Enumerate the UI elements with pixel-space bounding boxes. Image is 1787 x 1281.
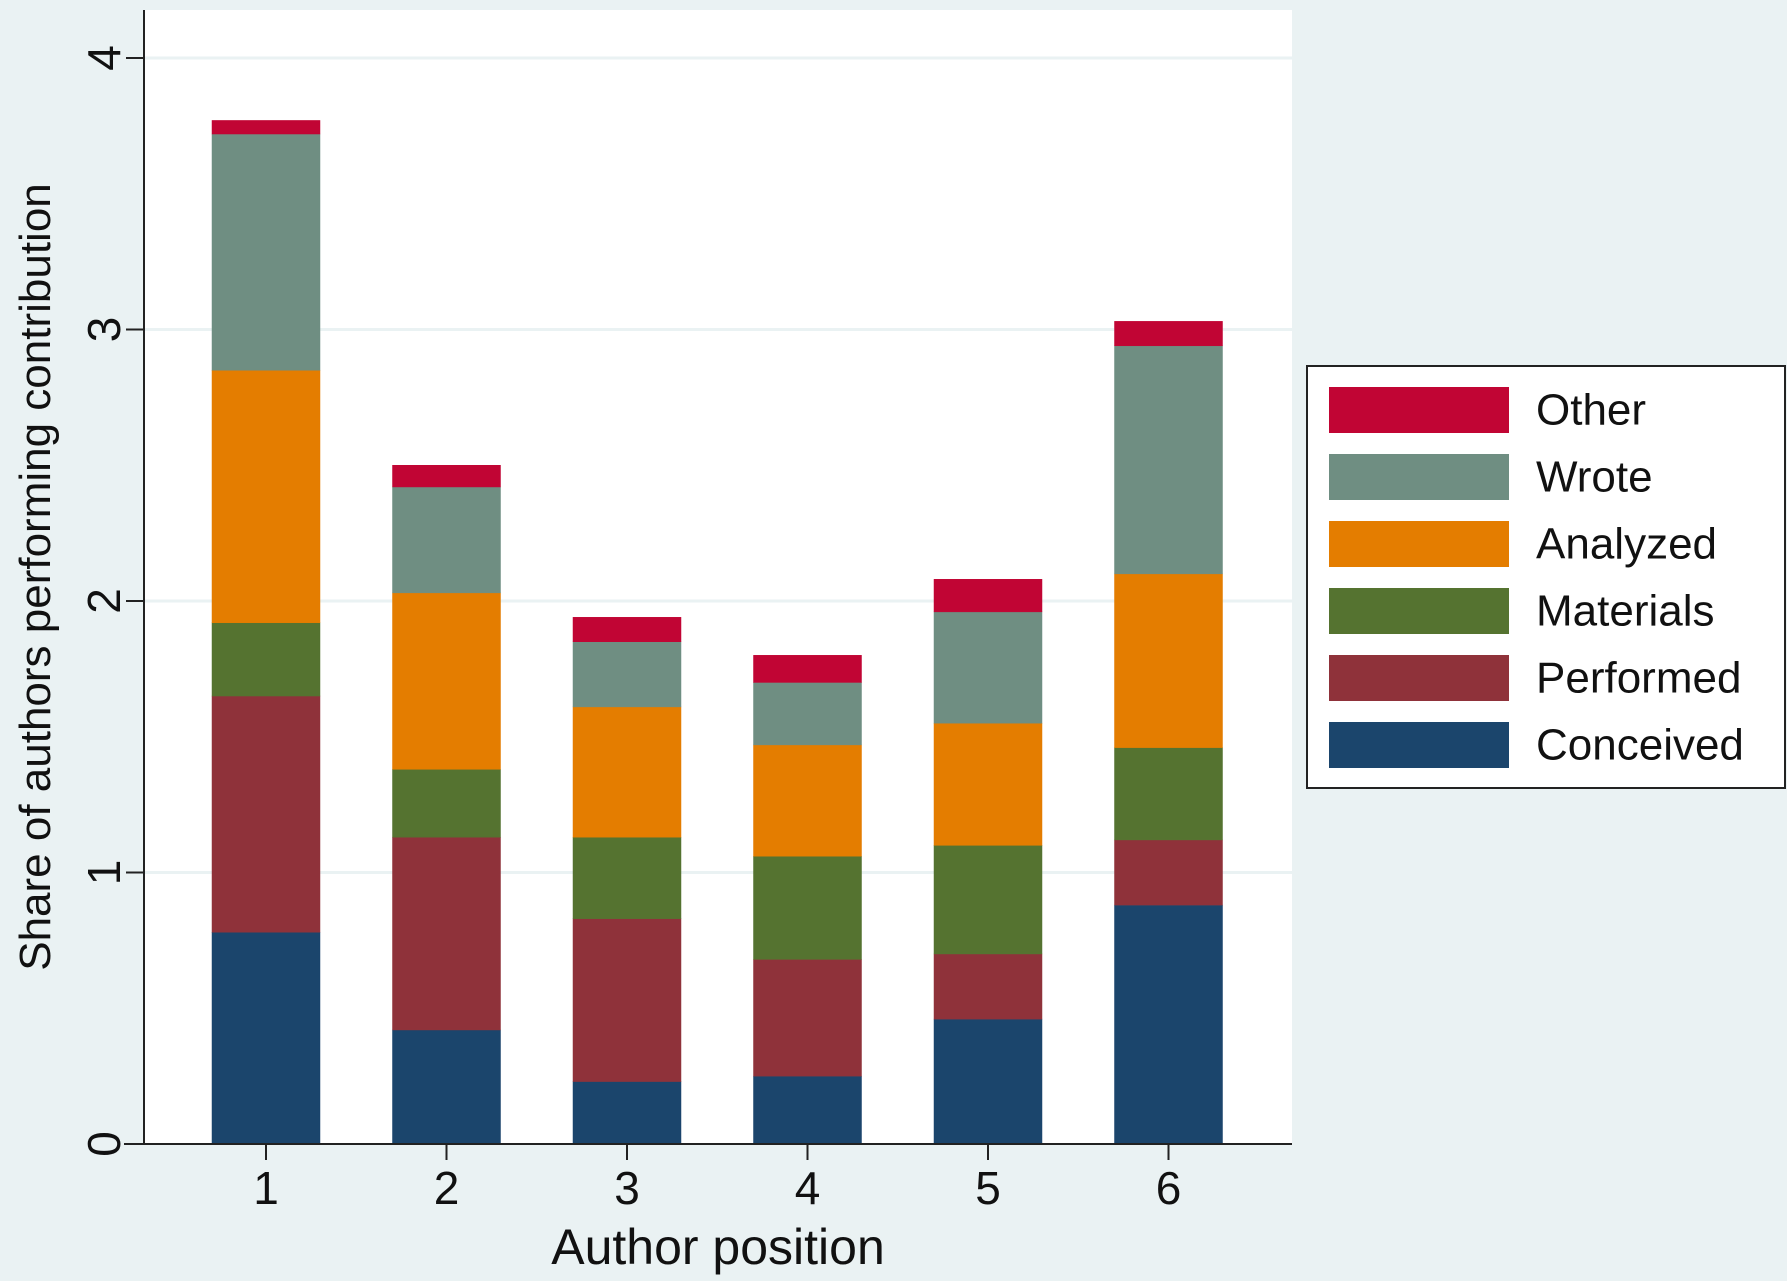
bar-segment-conceived bbox=[753, 1075, 862, 1145]
bar-segment-performed bbox=[753, 959, 862, 1077]
plot-area bbox=[144, 10, 1292, 1144]
bar-segment-analyzed bbox=[392, 592, 501, 770]
legend-label-performed: Performed bbox=[1536, 654, 1741, 703]
bar-segment-wrote bbox=[392, 486, 501, 594]
legend-swatch-conceived bbox=[1329, 722, 1509, 768]
bar-segment-wrote bbox=[1114, 345, 1223, 575]
bar-segment-conceived bbox=[392, 1029, 501, 1145]
bar-segment-performed bbox=[933, 953, 1043, 1020]
bar-segment-materials bbox=[753, 855, 862, 960]
legend-label-wrote: Wrote bbox=[1536, 453, 1653, 502]
bar-segment-wrote bbox=[933, 611, 1043, 724]
y-tick-label: 4 bbox=[78, 45, 130, 71]
legend-swatch-analyzed bbox=[1329, 521, 1509, 567]
x-tick-label: 1 bbox=[253, 1162, 279, 1214]
y-tick-label: 3 bbox=[78, 317, 130, 343]
bar-segment-materials bbox=[1114, 747, 1223, 841]
legend-label-conceived: Conceived bbox=[1536, 721, 1744, 770]
legend-swatch-wrote bbox=[1329, 454, 1509, 500]
grid-lines bbox=[144, 56, 1292, 874]
bars bbox=[211, 120, 1223, 1145]
bar-segment-conceived bbox=[211, 931, 321, 1145]
bar-segment-other bbox=[1114, 321, 1223, 347]
bar-segment-analyzed bbox=[1114, 573, 1223, 748]
bar-segment-other bbox=[211, 120, 321, 135]
x-tick-label: 4 bbox=[795, 1162, 821, 1214]
bar-segment-materials bbox=[211, 622, 321, 697]
bar-segment-wrote bbox=[211, 133, 321, 371]
axes bbox=[124, 10, 1292, 1145]
legend-label-materials: Materials bbox=[1536, 587, 1715, 636]
bar-segment-other bbox=[933, 579, 1043, 613]
bar-segment-conceived bbox=[572, 1081, 682, 1145]
bar-segment-performed bbox=[392, 836, 501, 1031]
bar-segment-other bbox=[392, 465, 501, 488]
legend-swatch-materials bbox=[1329, 588, 1509, 634]
bar-segment-conceived bbox=[933, 1018, 1043, 1145]
legend-label-analyzed: Analyzed bbox=[1536, 520, 1717, 569]
legend-swatch-other bbox=[1329, 387, 1509, 433]
y-tick-label: 0 bbox=[78, 1131, 130, 1157]
bar-segment-materials bbox=[392, 769, 501, 838]
bar-segment-analyzed bbox=[211, 369, 321, 623]
bar-segment-materials bbox=[572, 836, 682, 919]
ticks: 0 1 2 3 4 1 2 3 4 5 6 bbox=[78, 45, 1181, 1214]
bar-segment-wrote bbox=[753, 682, 862, 746]
y-axis-label: Share of authors performing contribution bbox=[11, 183, 60, 971]
bar-segment-other bbox=[572, 617, 682, 642]
bar-segment-conceived bbox=[1114, 904, 1223, 1145]
y-tick-label: 1 bbox=[78, 860, 130, 886]
y-tick-label: 2 bbox=[78, 588, 130, 614]
bar-segment-performed bbox=[572, 918, 682, 1082]
x-axis-label: Author position bbox=[551, 1219, 885, 1275]
bar-segment-performed bbox=[211, 695, 321, 933]
x-tick-label: 2 bbox=[434, 1162, 460, 1214]
legend-box bbox=[1306, 365, 1786, 789]
bar-segment-materials bbox=[933, 845, 1043, 955]
bar-segment-analyzed bbox=[572, 706, 682, 838]
legend: Other Wrote Analyzed Materials Performed Conc… bbox=[1306, 365, 1786, 789]
bar-segment-analyzed bbox=[753, 744, 862, 857]
x-tick-label: 3 bbox=[614, 1162, 640, 1214]
x-tick-label: 5 bbox=[975, 1162, 1001, 1214]
x-tick-label: 6 bbox=[1156, 1162, 1182, 1214]
bar-segment-analyzed bbox=[933, 722, 1043, 846]
bar-segment-performed bbox=[1114, 839, 1223, 906]
legend-label-other: Other bbox=[1536, 386, 1646, 435]
bar-segment-other bbox=[753, 655, 862, 683]
bar-segment-wrote bbox=[572, 641, 682, 708]
legend-swatch-performed bbox=[1329, 655, 1509, 701]
